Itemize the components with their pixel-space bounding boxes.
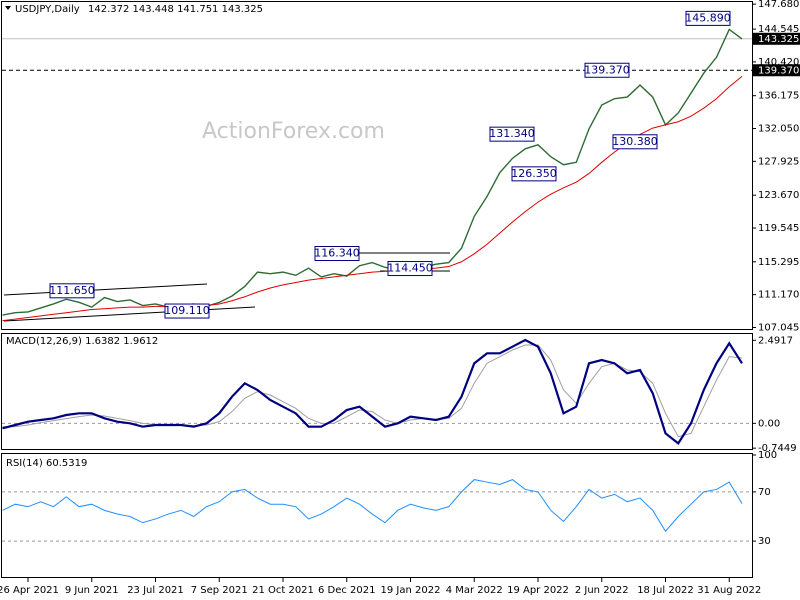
x-tick-label: 2 Jun 2022 [575,585,629,596]
price-tag: 109.110 [164,304,210,317]
series-line [2,479,743,533]
y-tick-label: 119.545 [758,223,799,234]
x-tick-label: 31 Aug 2022 [697,585,761,596]
price-pane [1,1,753,330]
y-tick-label: 136.175 [758,91,799,102]
y-tick-label: -0.7449 [758,443,797,454]
y-tick-label: 132.050 [758,124,799,135]
x-tick-label: 19 Jan 2022 [381,585,441,596]
x-tick-label: 9 Jun 2021 [65,585,119,596]
y-tick-label: 107.045 [758,322,799,333]
x-tick-label: 6 Dec 2021 [318,585,376,596]
y-tick-label: 140.420 [758,57,799,68]
trend-line [3,306,256,322]
y-tick-label: 70 [758,487,771,498]
price-tag: 116.340 [314,247,360,260]
y-tick-label: 30 [758,536,771,547]
price-tag: 145.890 [685,11,731,24]
macd-title: MACD(12,26,9) 1.6382 1.9612 [6,336,158,347]
price-tag-box [49,283,95,299]
price-tag: 131.340 [489,127,535,140]
price-tag-box [511,166,557,182]
price-label: 143.325 [758,34,799,45]
rsi-pane [1,453,753,578]
y-tick-label: 144.545 [758,24,799,35]
price-tag-box [489,126,535,142]
y-tick-label: 123.670 [758,190,799,201]
price-tag-box [584,62,630,78]
y-tick-label: 111.170 [758,290,799,301]
price-tag: 130.380 [612,135,658,148]
x-tick-label: 4 Mar 2022 [446,585,503,596]
price-tag: 114.450 [387,262,433,275]
watermark: ActionForex.com [202,119,385,144]
y-tick-label: 127.925 [758,156,799,167]
price-tag: 126.350 [511,167,557,180]
rsi-title: RSI(14) 60.5319 [6,458,87,469]
level-label: 139.370 [758,65,799,76]
level-box [753,64,800,77]
price-tag: 111.650 [49,284,95,297]
x-tick-label: 21 Oct 2021 [252,585,314,596]
menu-arrow [5,6,11,10]
x-tick-label: 18 Jul 2022 [637,585,694,596]
price-box [753,32,800,45]
x-tick-label: 19 Apr 2022 [507,585,569,596]
series-line [2,338,743,445]
x-tick-label: 7 Sep 2021 [191,585,248,596]
symbol: USDJPY,Daily [15,4,80,15]
x-tick-label: 26 Apr 2021 [0,585,59,596]
y-tick-label: 147.680 [758,0,799,10]
trend-line [3,283,208,296]
price-tag-box [164,303,210,319]
price-tag-box [314,246,360,262]
y-tick-label: 100 [758,450,777,461]
y-tick-label: 115.295 [758,257,799,268]
y-tick-label: 0.00 [758,418,780,429]
price-tag: 139.370 [584,63,630,76]
price-tag-box [685,10,731,26]
price-tag-box [387,261,433,277]
macd-pane [1,333,753,450]
x-tick-label: 23 Jul 2021 [127,585,184,596]
price-tag-box [612,134,658,150]
y-tick-label: 2.4917 [758,335,793,346]
series-line [2,28,743,316]
ohlc: 142.372 143.448 141.751 143.325 [88,4,263,15]
